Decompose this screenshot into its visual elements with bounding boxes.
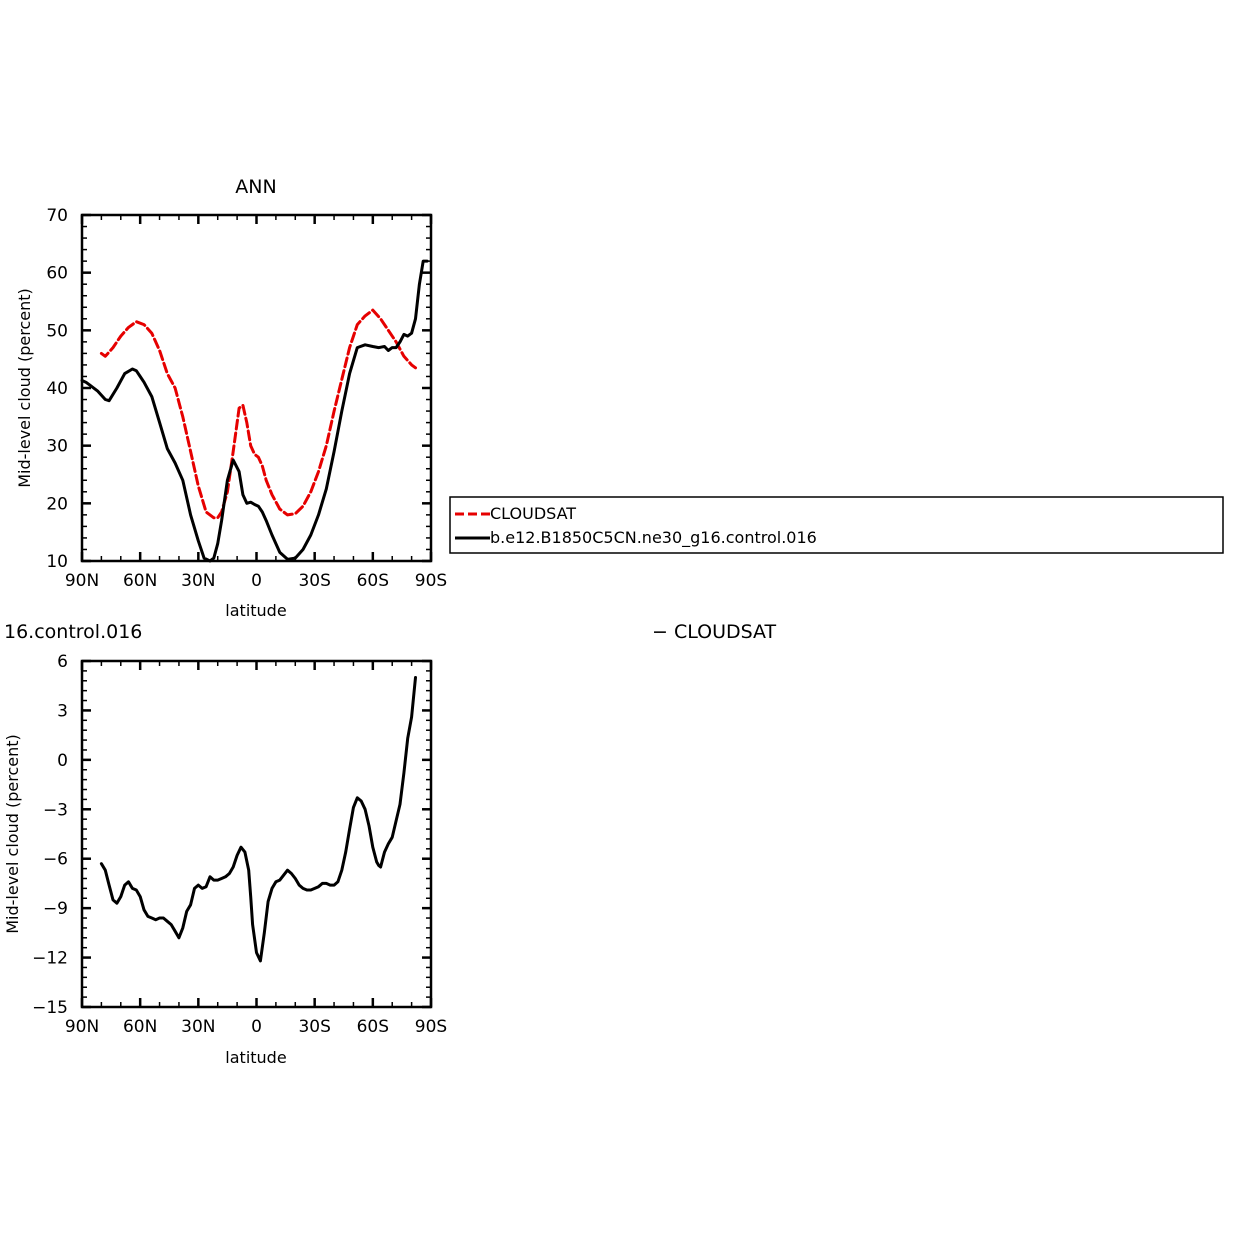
top-chart-title: ANN — [235, 176, 276, 198]
top-series-group — [80, 259, 429, 563]
bottom-y-tick-label: −6 — [43, 850, 68, 870]
top-x-axis-label: latitude — [225, 601, 286, 620]
bottom-y-tick-label: −12 — [32, 949, 68, 969]
top-y-tick-label: 50 — [46, 321, 68, 341]
top-y-tick-label: 40 — [46, 379, 68, 399]
top-plot-frame — [80, 213, 433, 563]
top-x-tick-label: 60S — [357, 571, 389, 591]
top-panel: ANN 90N 60N 30N 0 30S 60S 90S 10 20 30 40 50 60 70 la… — [15, 176, 447, 620]
bottom-series-line-0 — [99, 676, 417, 963]
top-y-tick-label: 30 — [46, 437, 68, 457]
top-x-tick-label: 30N — [181, 571, 215, 591]
bottom-x-tick-label: 0 — [251, 1017, 262, 1037]
bottom-chart-title-right: − CLOUDSAT — [652, 621, 777, 643]
legend-label-cloudsat: CLOUDSAT — [490, 504, 576, 523]
top-y-tick-label: 20 — [46, 494, 68, 514]
bottom-x-tick-label: 60N — [123, 1017, 157, 1037]
legend: CLOUDSAT b.e12.B1850C5CN.ne30_g16.contro… — [449, 496, 1224, 554]
top-x-tick-label: 90N — [65, 571, 99, 591]
bottom-x-tick-label: 30S — [298, 1017, 330, 1037]
top-series-line-1 — [80, 259, 429, 563]
bottom-x-axis-label: latitude — [225, 1048, 286, 1067]
top-y-tick-label: 70 — [46, 206, 68, 226]
bottom-tick-labels: 90N 60N 30N 0 30S 60S 90S 6 3 0 −3 −6 −9 −12 −15 — [32, 652, 447, 1037]
bottom-y-tick-label: 3 — [57, 701, 68, 721]
bottom-y-axis-label: Mid-level cloud (percent) — [3, 734, 22, 934]
bottom-x-tick-label: 90N — [65, 1017, 99, 1037]
bottom-x-tick-label: 90S — [415, 1017, 447, 1037]
top-y-tick-label: 60 — [46, 264, 68, 284]
bottom-x-tick-label: 30N — [181, 1017, 215, 1037]
bottom-y-tick-label: 6 — [57, 652, 68, 672]
bottom-y-tick-label: −3 — [43, 800, 68, 820]
bottom-y-tick-label: 0 — [57, 751, 68, 771]
top-x-tick-label: 60N — [123, 571, 157, 591]
bottom-panel: 16.control.016 − CLOUDSAT 90N 60N 30N 0 30S 6… — [3, 621, 777, 1067]
bottom-plot-frame — [80, 659, 433, 1009]
legend-label-model: b.e12.B1850C5CN.ne30_g16.control.016 — [490, 528, 817, 548]
top-x-tick-label: 90S — [415, 571, 447, 591]
top-y-axis-label: Mid-level cloud (percent) — [15, 288, 34, 488]
top-y-tick-label: 10 — [46, 552, 68, 572]
bottom-y-tick-label: −9 — [43, 899, 68, 919]
legend-box — [449, 496, 1224, 554]
top-x-tick-label: 30S — [298, 571, 330, 591]
bottom-chart-title-left: 16.control.016 — [4, 621, 142, 643]
bottom-series-group — [99, 676, 417, 963]
top-x-tick-label: 0 — [251, 571, 262, 591]
top-series-line-0 — [99, 308, 417, 520]
bottom-y-tick-label: −15 — [32, 998, 68, 1018]
bottom-x-tick-label: 60S — [357, 1017, 389, 1037]
top-tick-labels: 90N 60N 30N 0 30S 60S 90S 10 20 30 40 50 60 70 — [46, 206, 447, 591]
